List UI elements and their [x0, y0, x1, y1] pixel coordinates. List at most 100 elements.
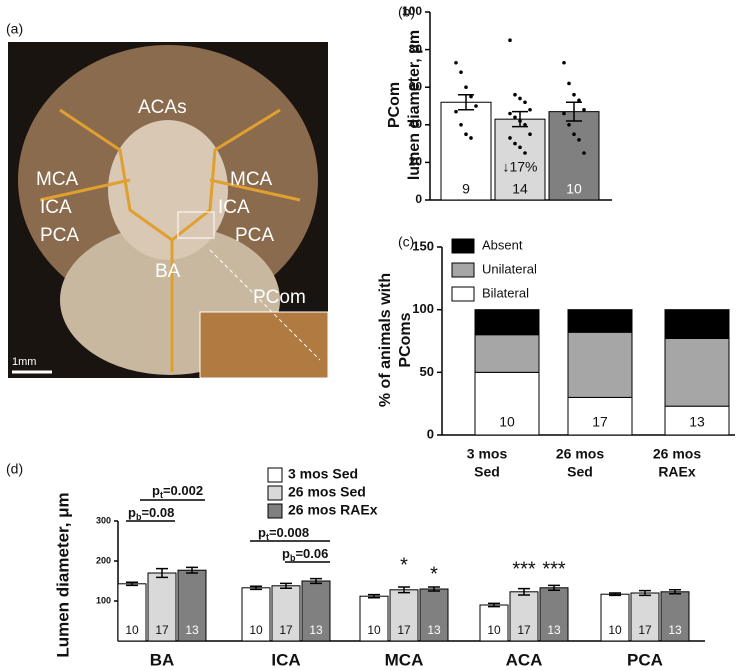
- x-tick-label: ACA: [506, 650, 543, 669]
- brain-photo: ACAs MCA ICA PCA MCA ICA PCA BA PCom 1mm: [8, 42, 329, 379]
- legend-label: 26 mos Sed: [288, 484, 366, 500]
- y-tick-label: 300: [96, 515, 111, 525]
- count-label: 10: [608, 623, 622, 637]
- error-bar: [458, 93, 474, 111]
- data-point: [577, 138, 581, 142]
- count-label: 13: [547, 623, 561, 637]
- count-label: 10: [367, 623, 381, 637]
- annotation-sub: t: [160, 490, 163, 500]
- x-tick-label: BA: [150, 650, 175, 669]
- legend-swatch: [267, 485, 283, 501]
- count-label: 13: [668, 623, 682, 637]
- bar: [241, 587, 271, 642]
- y-tick-label: 100: [402, 4, 422, 18]
- photo-label: ACAs: [138, 97, 187, 118]
- data-point: [528, 107, 532, 112]
- data-point: [464, 132, 468, 136]
- significance-star: *: [400, 554, 408, 576]
- data-point: [518, 145, 522, 150]
- error-bar: [518, 587, 530, 596]
- error-bar: [488, 602, 500, 608]
- photo-label: ICA: [218, 197, 250, 218]
- data-point: [459, 123, 463, 127]
- bar-segment: [474, 371, 540, 436]
- annotation-text: =0.06: [295, 546, 328, 561]
- scale-bar-label: 1mm: [12, 356, 36, 368]
- y-tick-label: 50: [420, 364, 434, 379]
- count-label: 17: [155, 623, 169, 637]
- data-point: [508, 136, 512, 140]
- data-point: [513, 141, 517, 146]
- inset: [199, 311, 329, 379]
- photo-label: PCA: [40, 225, 79, 246]
- bar: [177, 569, 207, 642]
- data-point: [469, 94, 473, 99]
- annotation: pb=0.06: [282, 546, 328, 563]
- bar-segment: [664, 309, 730, 339]
- inset-box: [177, 211, 215, 239]
- data-point: [518, 119, 522, 123]
- photo-label: MCA: [36, 169, 79, 190]
- data-point: [508, 111, 512, 116]
- data-point: [567, 123, 571, 127]
- y-axis-label: % of animals with: [377, 273, 394, 407]
- x-tick-label: 26 mos: [653, 446, 701, 462]
- count-label: 13: [689, 414, 705, 430]
- error-bar: [280, 582, 292, 589]
- bar-segment: [567, 396, 633, 436]
- count-label: 10: [566, 181, 582, 197]
- x-tick-label: Sed: [567, 464, 593, 480]
- error-bar: [126, 581, 138, 587]
- annotation-p: p: [128, 505, 136, 520]
- error-bar: [566, 101, 582, 122]
- data-point: [508, 38, 512, 42]
- bar: [419, 588, 449, 642]
- data-point: [582, 107, 586, 112]
- legend-swatch: [451, 262, 475, 278]
- legend-label: Unilateral: [482, 261, 537, 276]
- y-tick-label: 80: [409, 42, 423, 56]
- y-axis-label: PCom: [386, 82, 403, 128]
- y-tick-label: 0: [415, 192, 422, 206]
- count-label: 10: [249, 623, 263, 637]
- annotation: pt=0.008: [258, 525, 309, 542]
- annotation-p: p: [152, 483, 160, 498]
- y-axis-label: Lumen diameter, μm: [53, 492, 72, 657]
- data-point: [454, 109, 458, 114]
- data-point: [562, 60, 566, 65]
- data-point: [513, 115, 517, 120]
- bar-segment: [664, 337, 730, 407]
- photo-label: PCom: [253, 287, 306, 308]
- data-point: [567, 81, 571, 86]
- count-label: 17: [517, 623, 531, 637]
- error-bar: [250, 585, 262, 591]
- legend-label: Bilateral: [482, 285, 529, 300]
- legend-swatch: [451, 286, 475, 302]
- panel-label: (c): [398, 234, 414, 250]
- photo-label: BA: [155, 261, 181, 282]
- bar: [548, 111, 600, 201]
- count-label: 10: [499, 414, 515, 430]
- bar: [359, 595, 389, 642]
- count-label: 10: [487, 623, 501, 637]
- bar: [147, 572, 177, 642]
- y-tick-label: 150: [412, 238, 434, 253]
- bar: [117, 583, 147, 642]
- annotation-sub: b: [136, 512, 142, 522]
- data-point: [464, 85, 468, 89]
- x-tick-label: MCA: [385, 650, 424, 669]
- midbrain: [108, 120, 228, 260]
- annotation-text: =0.002: [163, 483, 203, 498]
- bar-segment: [567, 331, 633, 398]
- annotation-text: =0.08: [141, 505, 174, 520]
- error-bar: [398, 586, 410, 594]
- legend-label: Absent: [482, 237, 523, 252]
- y-tick-label: 100: [96, 595, 111, 605]
- bar-segment: [474, 334, 540, 373]
- x-tick-label: 26 mos: [556, 446, 604, 462]
- y-axis-label: lumen diameter, μm: [406, 30, 423, 180]
- error-bar: [548, 584, 560, 591]
- bar: [440, 101, 492, 201]
- y-tick-label: 60: [409, 79, 423, 93]
